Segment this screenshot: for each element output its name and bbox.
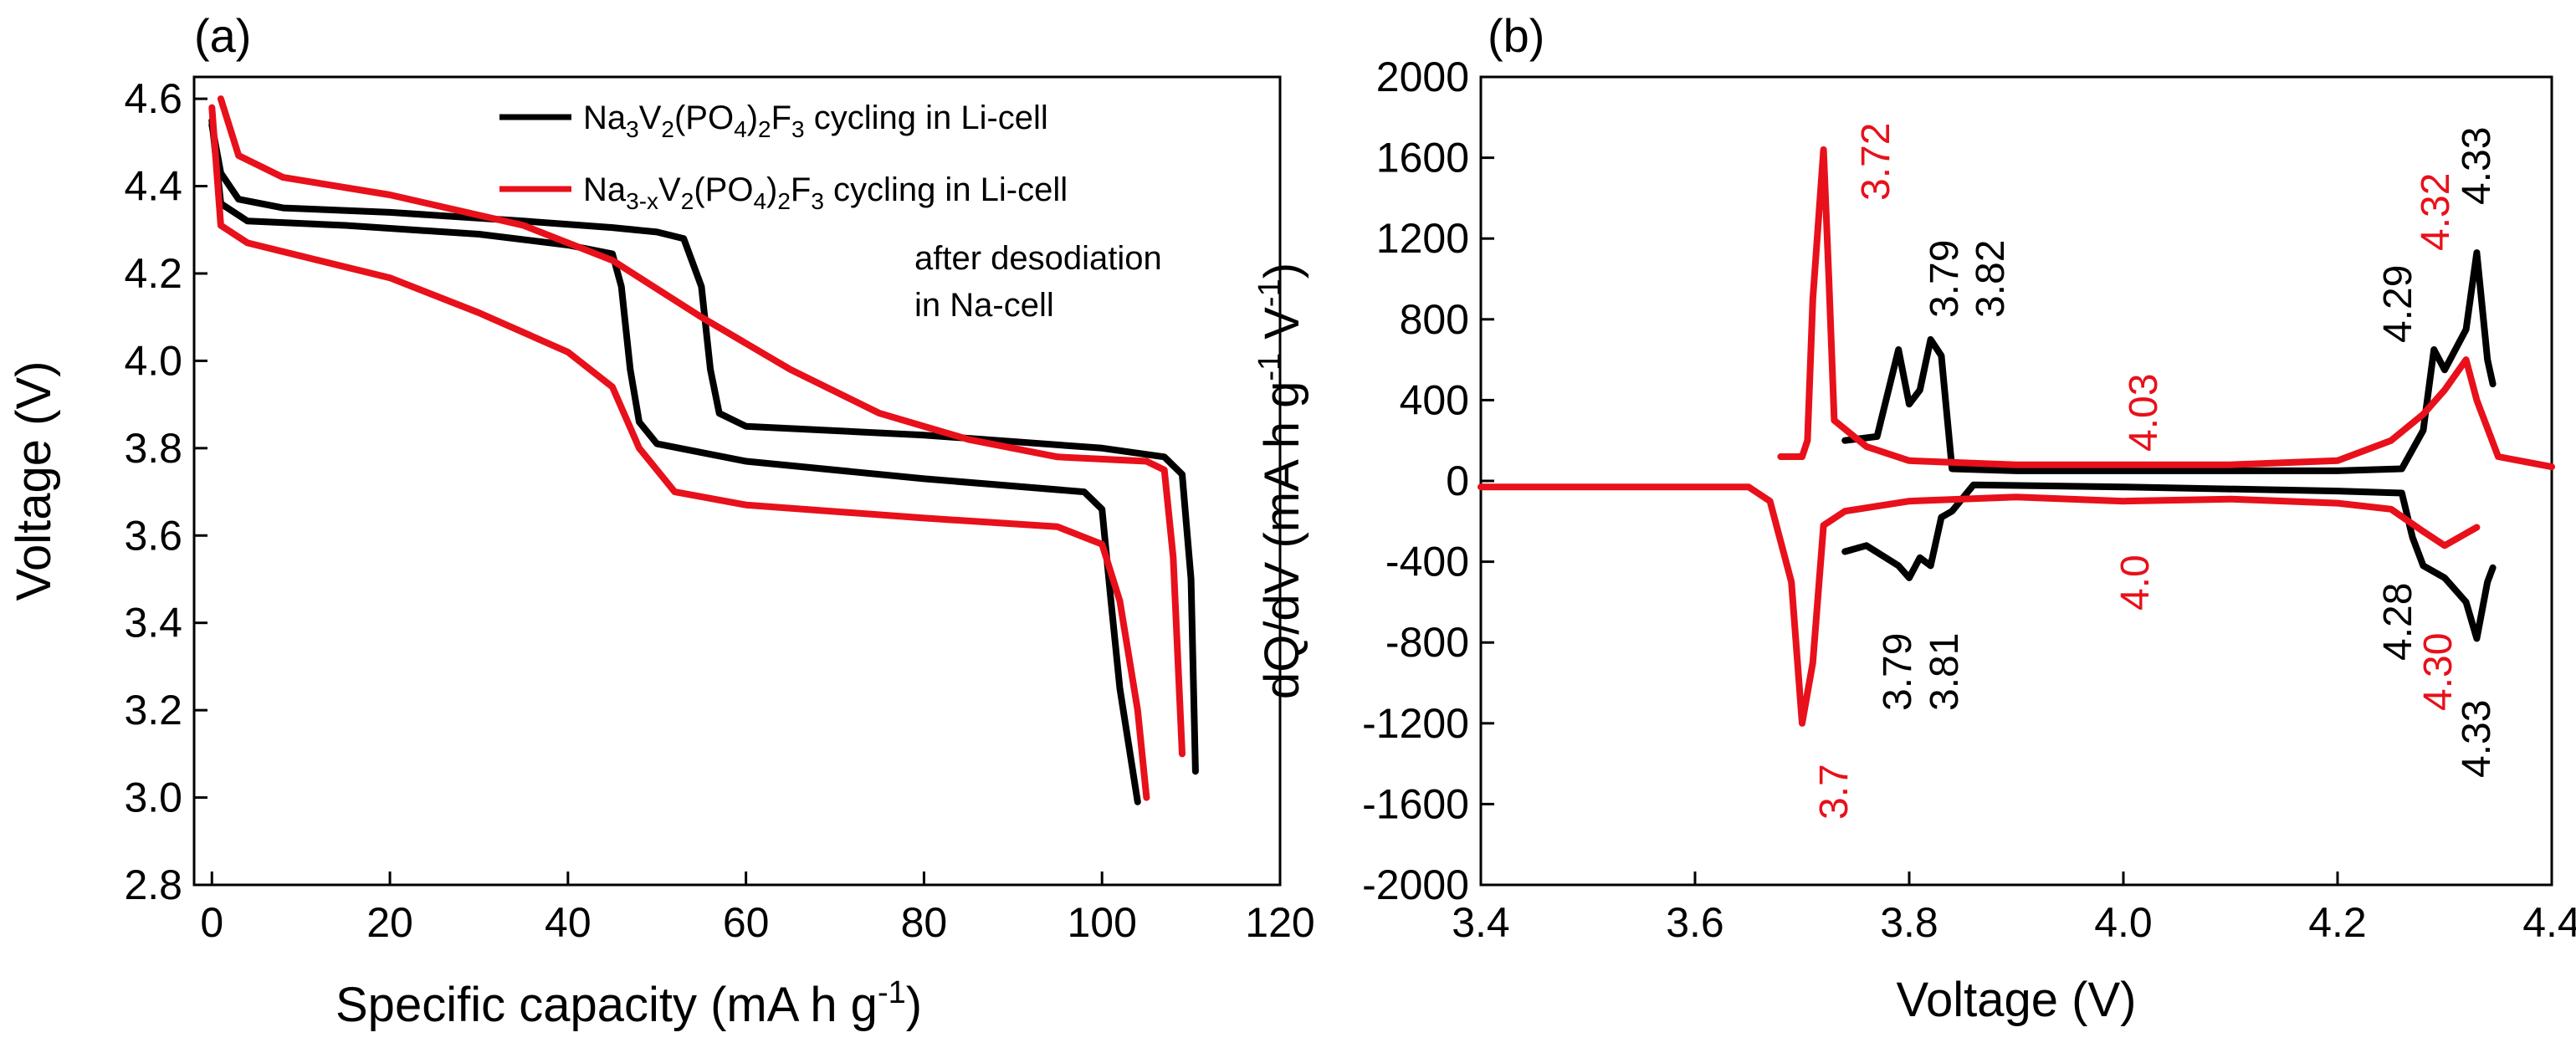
panel-a-y-tick-label: 4.6 <box>124 75 182 122</box>
panel-b-x-tick-label: 3.6 <box>1666 899 1724 946</box>
panel-a-series-line-2 <box>208 117 1141 805</box>
panel-b-y-tick-label: 2000 <box>1376 54 1469 100</box>
legend-entry-black: Na3V2(PO4)2F3 cycling in Li-cell <box>583 100 1048 142</box>
panel-b-x-tick-label: 4.0 <box>2094 899 2153 946</box>
annotation-discharge-4.28: 4.28 <box>2376 583 2420 661</box>
annotation-charge-3.82: 3.82 <box>1969 240 2013 318</box>
panel-a-x-tick-label: 20 <box>366 899 413 946</box>
panel-a-x-tick-label: 60 <box>723 899 770 946</box>
panel-b-y-axis-title-exp2: -1 <box>1252 279 1288 307</box>
annotation-charge-4.33: 4.33 <box>2455 127 2499 205</box>
panel-b-y-tick-label: 800 <box>1400 296 1469 343</box>
panel-b-series-line-3 <box>1777 146 2555 471</box>
panel-a-x-tick-label: 100 <box>1067 899 1136 946</box>
panel-b-y-axis-title: dQ/dV (mA h g-1 V-1) <box>1252 263 1309 699</box>
panel-a-y-tick-label: 4.2 <box>124 250 182 297</box>
panel-a-y-tick-label: 4.0 <box>124 337 182 384</box>
panel-a-y-axis-title: Voltage (V) <box>7 361 61 601</box>
panel-b-chart: (b) 3.4 3.6 3.8 4.0 4.2 4.4 -2000 -1600 -1200 -8… <box>1252 9 2576 1027</box>
panel-b-y-axis-title-mid: V <box>1255 307 1309 353</box>
panel-b-y-axis-title-close: ) <box>1255 263 1309 279</box>
panel-a-legend: Na3V2(PO4)2F3 cycling in Li-cell Na3-xV2… <box>499 100 1162 324</box>
panel-b-annotations: 3.72 3.79 3.82 4.03 4.29 4.32 4.33 3.7 3… <box>1812 123 2499 820</box>
panel-a-series-line-1 <box>208 121 1199 775</box>
panel-b-y-tick-label: 1200 <box>1376 215 1469 262</box>
panel-a-x-tick-label: 120 <box>1245 899 1314 946</box>
panel-b-y-tick-label: -1200 <box>1362 700 1469 747</box>
panel-a-label: (a) <box>194 9 251 62</box>
legend-note-line-1: after desodiation <box>914 240 1162 277</box>
annotation-charge-3.72: 3.72 <box>1854 123 1898 201</box>
panel-b-y-axis-title-exp1: -1 <box>1252 353 1288 381</box>
panel-b-label: (b) <box>1488 9 1544 62</box>
panel-b-x-tick-label: 3.4 <box>1452 899 1510 946</box>
panel-a-y-tick-label: 3.8 <box>124 425 182 472</box>
panel-b-series-line-1 <box>1841 249 2497 474</box>
panel-a-x-tick-label: 80 <box>901 899 948 946</box>
panel-b-x-tick-label: 4.2 <box>2308 899 2367 946</box>
annotation-discharge-3.81: 3.81 <box>1923 633 1967 711</box>
panel-a-x-axis-title-exponent: -1 <box>878 975 906 1010</box>
annotation-discharge-3.7: 3.7 <box>1812 764 1856 820</box>
panel-b-x-ticks: 3.4 3.6 3.8 4.0 4.2 4.4 <box>1452 872 2576 946</box>
panel-a-chart: (a) 0 20 40 60 80 100 120 2.8 3.0 3.2 3.4 3.6 3.8 4.… <box>7 9 1315 1032</box>
panel-b-series-line-2 <box>1841 481 2497 642</box>
panel-a-x-axis-title-close: ) <box>906 978 922 1032</box>
annotation-charge-4.29: 4.29 <box>2376 265 2420 343</box>
annotation-charge-4.32: 4.32 <box>2414 173 2458 251</box>
annotation-discharge-4.0: 4.0 <box>2113 555 2158 611</box>
panel-a-x-tick-label: 0 <box>200 899 223 946</box>
panel-b-y-tick-label: -400 <box>1385 539 1469 585</box>
annotation-charge-3.79: 3.79 <box>1923 240 1967 318</box>
panel-b-y-axis-title-text: dQ/dV (mA h g <box>1255 381 1309 699</box>
annotation-discharge-3.79: 3.79 <box>1876 633 1920 711</box>
panel-a-series-line-3 <box>217 95 1186 758</box>
panel-b-series <box>1477 146 2555 727</box>
panel-a-frame <box>192 75 1282 887</box>
panel-b-y-tick-label: -2000 <box>1362 861 1469 908</box>
panel-a-y-tick-label: 3.0 <box>124 774 182 821</box>
legend-note-line-2: in Na-cell <box>914 287 1054 324</box>
panel-b-series-line-4 <box>1477 483 2481 727</box>
panel-a-x-axis-title: Specific capacity (mA h g-1) <box>335 975 922 1032</box>
panel-b-y-ticks: -2000 -1600 -1200 -800 -400 0 400 800 1200 1600 20… <box>1362 54 1494 908</box>
panel-b-x-axis-title: Voltage (V) <box>1897 973 2137 1027</box>
annotation-discharge-4.33: 4.33 <box>2455 700 2499 778</box>
panel-a-y-tick-label: 4.4 <box>124 163 182 210</box>
panel-b-y-tick-label: 1600 <box>1376 135 1469 181</box>
panel-b-y-tick-label: 0 <box>1446 457 1469 504</box>
panel-a-series-line-4 <box>208 104 1150 801</box>
panel-b-frame <box>1479 75 2553 887</box>
panel-b-x-tick-label: 4.4 <box>2522 899 2576 946</box>
panel-a-y-tick-label: 3.4 <box>124 600 182 647</box>
panel-a-x-axis-title-text: Specific capacity (mA h g <box>335 978 878 1032</box>
panel-b-y-tick-label: 400 <box>1400 376 1469 423</box>
panel-a-x-ticks: 0 20 40 60 80 100 120 <box>200 872 1315 946</box>
panel-a-y-ticks: 2.8 3.0 3.2 3.4 3.6 3.8 4.0 4.2 4.4 4.6 <box>124 75 207 908</box>
annotation-discharge-4.30: 4.30 <box>2416 633 2461 711</box>
panel-b-y-tick-label: -800 <box>1385 619 1469 666</box>
panel-a-y-tick-label: 3.2 <box>124 687 182 734</box>
legend-entry-red: Na3-xV2(PO4)2F3 cycling in Li-cell <box>583 171 1068 214</box>
panel-b-y-tick-label: -1600 <box>1362 780 1469 827</box>
panel-b-x-tick-label: 3.8 <box>1880 899 1938 946</box>
panel-a-y-tick-label: 2.8 <box>124 861 182 908</box>
panel-a-x-tick-label: 40 <box>545 899 592 946</box>
annotation-charge-4.03: 4.03 <box>2122 374 2166 452</box>
panel-a-series <box>208 95 1199 805</box>
panel-a-y-tick-label: 3.6 <box>124 512 182 559</box>
